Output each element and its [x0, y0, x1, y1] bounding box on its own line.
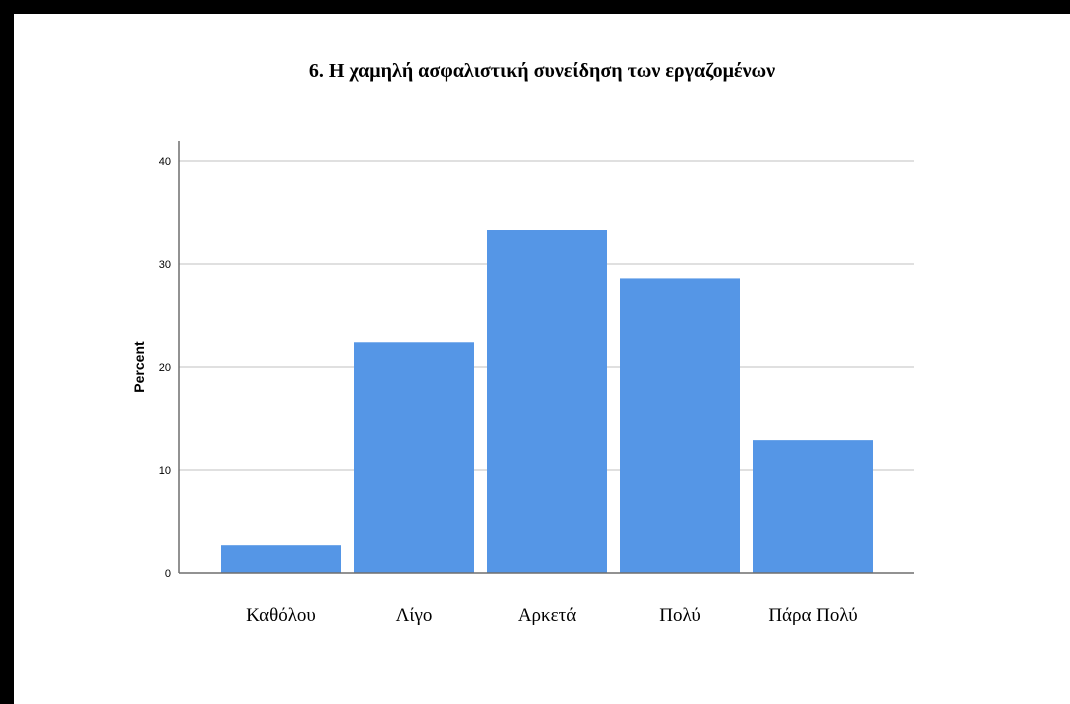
x-tick-label: Πολύ — [659, 605, 701, 626]
y-tick-label: 0 — [165, 568, 171, 580]
y-axis-label: Percent — [131, 341, 147, 393]
bars — [221, 230, 873, 573]
bar — [221, 545, 341, 573]
chart-title: 6. Η χαμηλή ασφαλιστική συνείδηση των ερ… — [308, 60, 776, 82]
chart-frame: 6. Η χαμηλή ασφαλιστική συνείδηση των ερ… — [14, 14, 1070, 704]
x-tick-label: Αρκετά — [518, 605, 576, 626]
y-tick-label: 20 — [159, 362, 171, 374]
x-tick-label: Καθόλου — [246, 605, 316, 626]
bar — [753, 440, 873, 573]
y-tick-label: 30 — [159, 259, 171, 271]
x-tick-label: Πάρα Πολύ — [768, 605, 857, 626]
tick-labels: 0 10 20 30 40 Καθόλου Λίγο Αρκετά Πολύ Πάρα Πολύ — [159, 156, 858, 626]
bar — [620, 278, 740, 573]
axes — [178, 141, 914, 574]
bar — [487, 230, 607, 573]
bar — [354, 342, 474, 573]
y-tick-label: 10 — [159, 465, 171, 477]
y-tick-label: 40 — [159, 156, 171, 168]
x-tick-label: Λίγο — [396, 605, 433, 626]
